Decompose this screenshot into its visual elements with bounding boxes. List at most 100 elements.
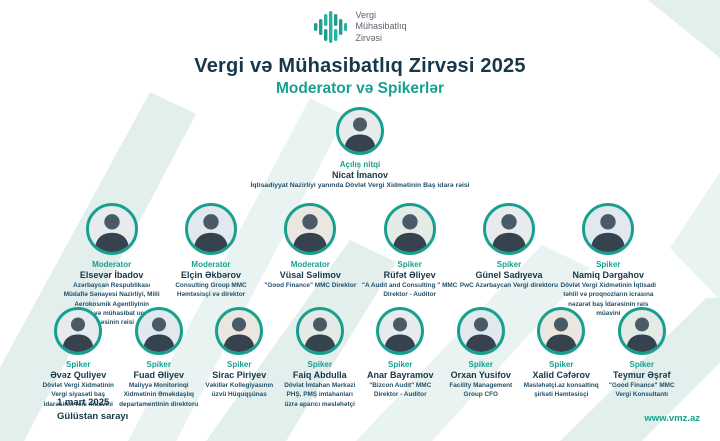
person-photo-icon — [491, 214, 527, 252]
person-card: Spiker Namiq Dərgahov Dövlət Vergi Xidmə… — [559, 203, 658, 327]
person-caption: Spiker Namiq Dərgahov Dövlət Vergi Xidmə… — [559, 255, 658, 318]
avatar — [85, 203, 138, 255]
event-info: 1 mart 2025 Gülüstan sarayı — [57, 396, 128, 425]
person-caption: Moderator Elçin Əkbərov Consulting Group… — [161, 255, 260, 300]
person-photo-icon — [384, 317, 416, 352]
person-caption: Spiker Orxan Yusifov Facility Management… — [441, 355, 522, 400]
person-description: "Bizcon Audit" MMC Direktor - Auditor — [369, 382, 432, 399]
person-card: Spiker Rüfət Əliyev "A Audit and Consult… — [360, 203, 459, 327]
event-venue: Gülüstan sarayı — [57, 410, 129, 422]
person-name: Əvəz Quliyev — [50, 370, 107, 380]
person-caption: Spiker Rüfət Əliyev "A Audit and Consult… — [360, 255, 459, 300]
person-role: Spiker — [388, 360, 413, 369]
person-name: Elsevər İbadov — [79, 270, 144, 280]
person-card: Spiker Anar Bayramov "Bizcon Audit" MMC … — [360, 307, 441, 409]
speakers-row: Spiker Əvəz Quliyev Dövlət Vergi Xidməti… — [38, 307, 682, 409]
person-name: Fuad Əliyev — [133, 370, 185, 380]
avatar — [376, 307, 425, 355]
person-role: Moderator — [92, 260, 132, 269]
person-role: Spiker — [468, 360, 493, 369]
person-description: Dövlət İmtahan Mərkəzi PHŞ, PMŞ imtahanl… — [284, 382, 356, 408]
person-card: Spiker Əvəz Quliyev Dövlət Vergi Xidməti… — [38, 307, 119, 409]
person-card: Moderator Vüsal Səlimov "Good Finance" M… — [261, 203, 360, 327]
person-caption: Spiker Sirac Piriyev Vəkillər Kollegiyas… — [199, 355, 280, 400]
person-photo-icon — [293, 214, 328, 252]
website-link[interactable]: www.vmz.az — [644, 413, 700, 424]
person-description: "Good Finance" MMC Vergi Konsultantı — [608, 382, 675, 399]
avatar — [456, 307, 505, 355]
person-name: Elçin Əkbərov — [180, 270, 242, 280]
person-card: Moderator Elçin Əkbərov Consulting Group… — [161, 203, 260, 327]
person-role: Spiker — [227, 360, 252, 369]
person-caption: Spiker Fuad Əliyev Maliyyə Monitorinqi X… — [119, 355, 200, 409]
person-caption: Moderator Elsevər İbadov Azərbaycan Resp… — [62, 255, 161, 327]
moderators-row: Moderator Elsevər İbadov Azərbaycan Resp… — [62, 203, 658, 327]
person-caption: Açılış nitqi Nicat İmanov İqtisadiyyat N… — [250, 155, 469, 191]
person-card: Moderator Elsevər İbadov Azərbaycan Resp… — [62, 203, 161, 327]
person-description: Maliyyə Monitorinqi Xidmətinin Əməkdaşlı… — [119, 382, 199, 408]
person-name: Günel Sadıyeva — [475, 270, 543, 280]
person-role: Spiker — [496, 260, 522, 269]
person-description: Azərbaycan Respublikası Müdafiə Sənayesi… — [63, 282, 160, 327]
person-photo-icon — [545, 317, 577, 352]
person-role: Spiker — [146, 360, 171, 369]
person-photo-icon — [626, 317, 658, 352]
person-card: Spiker Günel Sadıyeva PwC Azərbaycan Ver… — [459, 203, 558, 327]
header: Vergi Mühasibatlıq Zirvəsi Vergi və Müha… — [0, 10, 720, 98]
person-description: İqtisadiyyat Nazirliyi yanında Dövlət Ve… — [250, 182, 470, 189]
person-name: Namiq Dərgahov — [572, 270, 645, 280]
person-caption: Moderator Vüsal Səlimov "Good Finance" M… — [264, 255, 356, 290]
person-description: Dövlət Vergi Xidmətinin Vergi siyasəti b… — [42, 382, 114, 408]
person-card: Spiker Orxan Yusifov Facility Management… — [441, 307, 522, 409]
person-caption: Spiker Anar Bayramov "Bizcon Audit" MMC … — [360, 355, 441, 400]
keynote-row: Açılış nitqi Nicat İmanov İqtisadiyyat N… — [0, 107, 720, 191]
person-card: Açılış nitqi Nicat İmanov İqtisadiyyat N… — [245, 107, 475, 191]
person-name: Vüsal Səlimov — [279, 270, 341, 280]
person-role: Spiker — [66, 360, 91, 369]
person-name: Rüfət Əliyev — [383, 270, 436, 280]
avatar — [383, 203, 436, 255]
person-card: Spiker Fuad Əliyev Maliyyə Monitorinqi X… — [119, 307, 200, 409]
person-card: Spiker Sirac Piriyev Vəkillər Kollegiyas… — [199, 307, 280, 409]
person-photo-icon — [591, 214, 626, 252]
person-name: Faiq Abdulla — [292, 370, 347, 380]
person-photo-icon — [344, 117, 376, 152]
person-card: Spiker Xalid Cəfərov Məsləhətçi.az konsa… — [521, 307, 602, 409]
person-role: Spiker — [549, 360, 574, 369]
avatar — [215, 307, 264, 355]
person-description: "A Audit and Consulting " MMC Direktor -… — [361, 282, 458, 299]
person-description: Vəkillər Kollegiyasının üzvü Hüquqşünas — [205, 382, 274, 399]
avatar — [617, 307, 666, 355]
person-photo-icon — [143, 317, 175, 352]
avatar — [582, 203, 635, 255]
avatar — [184, 203, 237, 255]
person-photo-icon — [465, 317, 497, 352]
person-photo-icon — [94, 214, 129, 252]
page-title: Vergi və Mühasibatlıq Zirvəsi 2025 — [194, 55, 526, 77]
person-role: Moderator — [191, 260, 231, 269]
avatar — [482, 203, 535, 255]
person-role: Spiker — [307, 360, 332, 369]
person-role: Spiker — [397, 260, 422, 269]
person-card: Spiker Teymur Əşrəf "Good Finance" MMC V… — [602, 307, 683, 409]
person-description: "Good Finance" MMC Direktor — [264, 282, 357, 289]
avatar — [537, 307, 586, 355]
avatar — [295, 307, 344, 355]
person-description: PwC Azərbaycan Vergi direktoru — [459, 282, 559, 289]
person-description: Consulting Group MMC Həmtəsisçi və direk… — [175, 282, 247, 299]
person-photo-icon — [62, 317, 94, 352]
page-subtitle: Moderator və Spikerlər — [276, 80, 444, 97]
logo-word-2: Mühasibatlıq — [355, 21, 407, 32]
person-caption: Spiker Xalid Cəfərov Məsləhətçi.az konsa… — [521, 355, 602, 400]
person-name: Teymur Əşrəf — [613, 370, 671, 380]
person-role: Spiker — [629, 360, 654, 369]
person-name: Anar Bayramov — [366, 370, 434, 380]
person-name: Nicat İmanov — [331, 170, 389, 180]
person-description: Dövlət Vergi Xidmətinin İqtisadi təhlil … — [560, 282, 657, 317]
person-name: Xalid Cəfərov — [532, 370, 591, 380]
event-date: 1 mart 2025 — [57, 396, 110, 408]
person-caption: Spiker Teymur Əşrəf "Good Finance" MMC V… — [602, 355, 683, 400]
logo-wordmark: Vergi Mühasibatlıq Zirvəsi — [355, 10, 406, 44]
person-description: Facility Management Group CFO — [449, 382, 513, 399]
